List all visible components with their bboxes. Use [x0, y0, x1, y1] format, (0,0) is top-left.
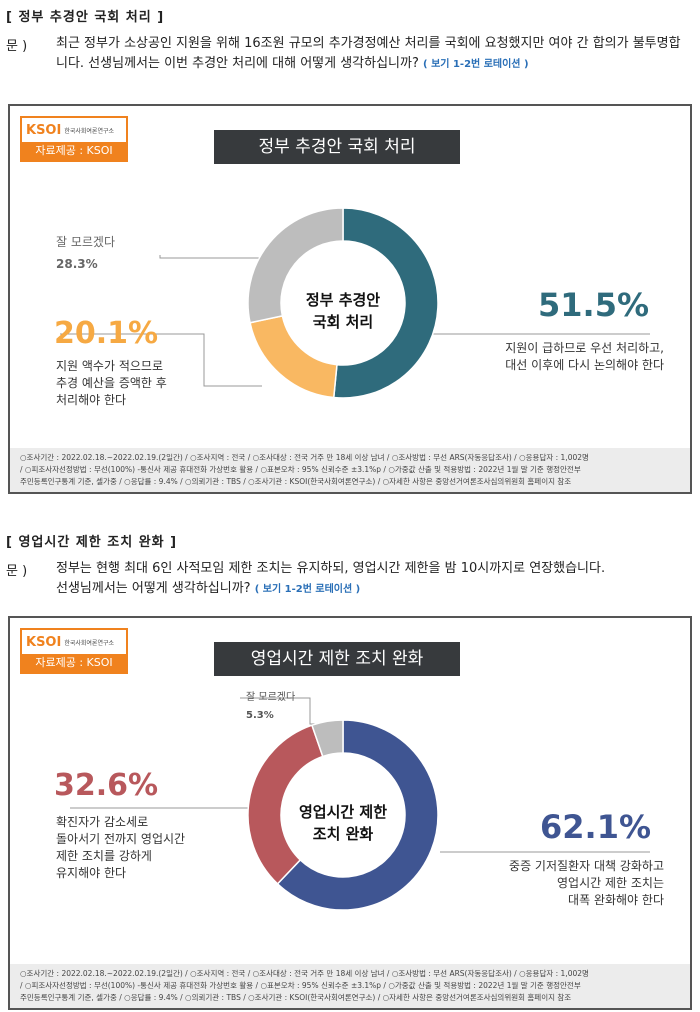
chart1-center-line1: 정부 추경안 — [305, 291, 381, 309]
chart1-label-unsure: 잘 모르겠다 — [56, 235, 116, 249]
chart1-title: 정부 추경안 국회 처리 — [214, 130, 460, 164]
chart2-label-relax: 중증 기저질환자 대책 강화하고 영업시간 제한 조치는 대폭 완화해야 한다 — [458, 858, 664, 909]
chart2-value-relax: 62.1% — [540, 808, 652, 846]
chart2-label-maintain-l1: 확진자가 감소세로 — [56, 815, 149, 829]
chart1-center-line2: 국회 처리 — [312, 313, 374, 331]
chart2-value-maintain: 32.6% — [54, 768, 159, 803]
chart1-value-increase: 20.1% — [54, 316, 159, 351]
chart2-label-relax-l3: 대폭 완화해야 한다 — [568, 893, 664, 907]
chart2-value-unsure: 5.3% — [246, 710, 274, 721]
chart2-center-line2: 조치 완화 — [312, 825, 374, 843]
chart-panel-1: KSOI 한국사회여론연구소 자료제공 : KSOI 정부 추경안 국회 처리 … — [8, 104, 692, 494]
section2-question: 정부는 현행 최대 6인 사적모임 제한 조치는 유지하되, 영업시간 제한을 … — [56, 559, 616, 600]
chart1-center-label: 정부 추경안 국회 처리 — [273, 289, 413, 333]
chart2-center-line1: 영업시간 제한 — [298, 803, 388, 821]
chart1-leader-lines — [60, 255, 650, 387]
chart1-label-increase-l3: 처리해야 한다 — [56, 393, 127, 407]
chart1-donut — [247, 207, 439, 399]
chart1-slice-0 — [332, 207, 439, 399]
chart2-label-maintain: 확진자가 감소세로 돌아서기 전까지 영업시간 제한 조치를 강하게 유지해야 … — [56, 814, 185, 882]
chart2-label-relax-l1: 중증 기저질환자 대책 강화하고 — [509, 859, 664, 873]
chart1-value-unsure: 28.3% — [56, 257, 98, 271]
chart1-leader-unsure — [159, 255, 268, 259]
chart1-value-urgent: 51.5% — [538, 286, 650, 324]
ksoi-logo-2-org: 한국사회여론연구소 — [64, 639, 115, 647]
chart2-footer-line2: / ○피조사자선정방법 : 무선(100%) -통신사 제공 휴대전화 가상번호… — [20, 981, 581, 990]
ksoi-logo-2-brand: KSOI — [26, 634, 62, 650]
chart2-label-unsure: 잘 모르겠다 — [246, 692, 296, 703]
chart2-slice-0 — [276, 719, 439, 911]
chart2-footer: ○조사기간 : 2022.02.18.~2022.02.19.(2일간) / ○… — [10, 964, 690, 1008]
chart1-footer-line2: / ○피조사자선정방법 : 무선(100%) -통신사 제공 휴대전화 가상번호… — [20, 465, 581, 474]
ksoi-logo-org: 한국사회여론연구소 — [64, 127, 115, 135]
chart1-label-urgent-l2: 대선 이후에 다시 논의해야 한다 — [505, 358, 664, 372]
ksoi-logo-source: 자료제공 : KSOI — [22, 142, 126, 160]
chart2-donut — [247, 719, 439, 911]
section1-note: ( 보기 1-2번 로테이션 ) — [423, 59, 529, 70]
section2-title: [ 영업시간 제한 조치 완화 ] — [6, 535, 178, 550]
section2-note: ( 보기 1-2번 로테이션 ) — [254, 584, 361, 595]
chart2-label-relax-l2: 영업시간 제한 조치는 — [557, 876, 664, 890]
section1-question-text: 최근 정부가 소상공인 지원을 위해 16조원 규모의 추가경정예산 처리를 국… — [56, 36, 681, 71]
ksoi-logo-2: KSOI 한국사회여론연구소 자료제공 : KSOI — [20, 628, 128, 674]
section1-question-label: 문 ) — [6, 39, 28, 54]
chart2-footer-line3: 주민등록인구통계 기준, 셀가중 / ○응답률 : 9.4% / ○의뢰기관 :… — [20, 993, 572, 1002]
section1-title: [ 정부 추경안 국회 처리 ] — [6, 10, 165, 25]
chart2-label-maintain-l2: 돌아서기 전까지 영업시간 — [56, 832, 186, 846]
section1-question: 최근 정부가 소상공인 지원을 위해 16조원 규모의 추가경정예산 처리를 국… — [56, 34, 688, 75]
ksoi-logo-2-source: 자료제공 : KSOI — [22, 654, 126, 672]
chart2-label-maintain-l3: 제한 조치를 강하게 — [56, 849, 152, 863]
chart1-footer: ○조사기간 : 2022.02.18.~2022.02.19.(2일간) / ○… — [10, 448, 690, 492]
chart1-slice-2 — [247, 207, 344, 324]
ksoi-logo: KSOI 한국사회여론연구소 자료제공 : KSOI — [20, 116, 128, 162]
chart2-slice-2 — [310, 719, 344, 758]
chart1-label-urgent: 지원이 급하므로 우선 처리하고, 대선 이후에 다시 논의해야 한다 — [458, 340, 664, 374]
section2-question-text: 정부는 현행 최대 6인 사적모임 제한 조치는 유지하되, 영업시간 제한을 … — [56, 561, 606, 596]
chart1-footer-line1: ○조사기간 : 2022.02.18.~2022.02.19.(2일간) / ○… — [20, 453, 589, 462]
chart2-title: 영업시간 제한 조치 완화 — [214, 642, 460, 676]
chart2-center-label: 영업시간 제한 조치 완화 — [273, 801, 413, 845]
chart1-label-increase-l1: 지원 액수가 적으므로 — [56, 359, 163, 373]
chart1-label-urgent-l1: 지원이 급하므로 우선 처리하고, — [505, 341, 664, 355]
section2-question-label: 문 ) — [6, 564, 28, 579]
ksoi-logo-brand: KSOI — [26, 122, 62, 138]
chart1-leader-increase — [60, 333, 262, 387]
chart2-footer-line1: ○조사기간 : 2022.02.18.~2022.02.19.(2일간) / ○… — [20, 969, 589, 978]
chart1-label-increase: 지원 액수가 적으므로 추경 예산을 증액한 후 처리해야 한다 — [56, 358, 167, 409]
chart2-label-maintain-l4: 유지해야 한다 — [56, 866, 127, 880]
chart1-footer-line3: 주민등록인구통계 기준, 셀가중 / ○응답률 : 9.4% / ○의뢰기관 :… — [20, 477, 572, 486]
chart1-label-increase-l2: 추경 예산을 증액한 후 — [56, 376, 167, 390]
chart-panel-2: KSOI 한국사회여론연구소 자료제공 : KSOI 영업시간 제한 조치 완화… — [8, 616, 692, 1010]
